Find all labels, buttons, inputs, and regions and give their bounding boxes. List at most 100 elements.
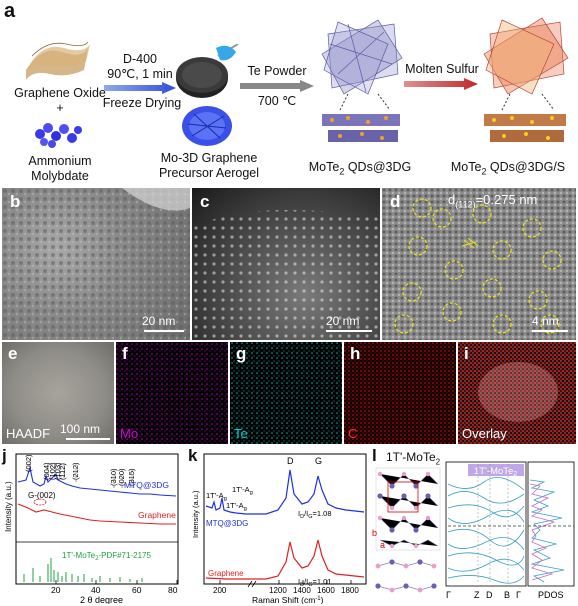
scale-text-b: 20 nm	[142, 314, 176, 328]
te-map-dots	[230, 342, 342, 444]
ammonium-label: Ammonium	[28, 154, 92, 168]
tem-texture-b	[2, 188, 190, 340]
xrd-xlabel: 2 θ degree	[80, 595, 123, 604]
raman-mode-2: 1T'-Ag	[232, 485, 253, 496]
band-structure: 1T'-MoTe2 Γ Z D B Γ PDOS	[445, 461, 575, 600]
xrd-peak-102: (102)	[48, 462, 57, 480]
raman-mtq-legend: MTQ@3DG	[206, 519, 248, 528]
structure-title-text: 1T'-MoTe	[386, 450, 436, 464]
crystal-lattice-top	[379, 473, 439, 547]
step2-te-powder: Te Powder	[247, 64, 307, 78]
xrd-peak-112: (112)	[58, 463, 67, 480]
raman-xtick-1400: 1400	[293, 586, 311, 595]
mo-map-f: f Mo	[116, 342, 228, 444]
kpoint-b: B	[504, 590, 510, 600]
xrd-peak-315: (315)	[127, 468, 136, 486]
xrd-chart: (002) (004) (102) (103) (112) (212) (310…	[4, 453, 179, 604]
xrd-graphene-curve	[17, 503, 176, 525]
panel-label-i: i	[464, 344, 469, 363]
raman-xtick-200: 200	[213, 586, 227, 595]
xrd-reference-sticks	[23, 558, 143, 582]
band-title-box	[468, 464, 524, 476]
step1-temperature-time: 90℃, 1 min	[107, 67, 173, 81]
mo-map-label: Mo	[120, 426, 139, 441]
band-title-text: 1T'-MoTe	[474, 466, 513, 477]
product1-suffix: QDs@3DG	[344, 160, 412, 174]
xrd-peak-103: (103)	[53, 462, 62, 480]
xrd-peak-markers	[29, 460, 133, 490]
motte-qds-3dg-illustration	[321, 19, 403, 142]
product2-subscript: 2	[481, 166, 487, 177]
c-map-label: C	[348, 426, 358, 441]
product1-subscript: 2	[339, 166, 345, 177]
scale-text-d: 4 nm	[532, 314, 559, 328]
raman-peak-g: G	[315, 456, 322, 466]
band-title: 1T'-MoTe2	[474, 466, 517, 478]
panel-label-k: k	[188, 446, 198, 465]
d-spacing-label: d(112)=0.275 nm	[448, 192, 537, 210]
xrd-xtick-80: 80	[168, 585, 178, 595]
haadf-texture-c	[192, 210, 380, 340]
scale-text-e: 100 nm	[60, 422, 101, 436]
kpoint-z: Z	[474, 590, 480, 600]
raman-ratio-mtq-d: D	[300, 514, 304, 520]
te-map-g: g Te	[230, 342, 342, 444]
raman-x-ticks	[219, 580, 352, 584]
d-spacing-value: =0.275 nm	[475, 192, 538, 207]
raman-peak-d: D	[287, 456, 294, 466]
panel-label-f: f	[122, 344, 128, 363]
raman-ratio-mtq-value: =1.08	[313, 509, 332, 518]
xrd-frame	[15, 453, 179, 585]
raman-mode-2-text: 1T'-A	[232, 485, 250, 494]
xrd-reference-subscript: 2	[95, 556, 99, 562]
molybdate-label: Molybdate	[31, 169, 89, 183]
raman-chart: D G 1T'-Ag 1T'-Ag 1T'-Ag ID/IG=1.08 ID/I…	[191, 453, 367, 604]
xrd-g002-marker	[33, 498, 47, 506]
raman-xlabel-text: Raman Shift (cm	[252, 595, 315, 604]
raman-mode-3: 1T'-Ag	[226, 501, 247, 512]
haadf-image-c: c 20 nm	[192, 188, 380, 340]
xrd-reference-formula: 1T'-MoTe	[62, 551, 96, 560]
raman-xtick-1800: 1800	[341, 586, 359, 595]
overlay-map-i: i Overlay	[458, 342, 576, 444]
raman-mode-2-sub: g	[250, 490, 253, 496]
te-map-label: Te	[234, 426, 248, 441]
panel-label-c: c	[200, 192, 210, 211]
xrd-xtick-40: 40	[91, 585, 101, 595]
raman-xlabel: Raman Shift (cm-1)	[252, 595, 324, 604]
aerogel-label-line2: Precursor Aerogel	[158, 166, 260, 180]
raman-frame	[203, 453, 367, 585]
pdos-label: PDOS	[538, 590, 564, 600]
raman-ylabel: Intensity (a.u.)	[191, 490, 200, 538]
product1-formula: MoTe	[308, 160, 340, 174]
product2-label: MoTe2 QDs@3DG/S	[438, 160, 578, 179]
kpoint-dividers	[477, 464, 509, 584]
c-map-dots	[344, 342, 456, 444]
raman-xlabel-sup: -1	[315, 596, 321, 602]
aerogel-label-line1: Mo-3D Graphene	[160, 151, 258, 165]
xrd-mtq-curve	[17, 465, 177, 497]
panel-label-d: d	[390, 192, 401, 211]
step3-molten-sulfur: Molten Sulfur	[405, 62, 479, 76]
xrd-xtick-60: 60	[132, 585, 142, 595]
kpoint-gamma-start: Γ	[446, 590, 451, 600]
raman-ratio-gr-d: D	[300, 582, 304, 588]
raman-mtq-curve	[205, 469, 365, 515]
d-spacing-plane: (112)	[455, 199, 476, 210]
step3-arrow	[404, 78, 478, 90]
xrd-x-ticks	[55, 580, 178, 584]
raman-ratio-mtq-i: I	[298, 509, 300, 518]
xrd-mtq-legend: MTQ@3DG	[124, 480, 169, 490]
panel-label-g: g	[236, 344, 247, 363]
pdos-curves	[529, 479, 565, 583]
structure-title-sub: 2	[435, 457, 441, 467]
tem-image-b: b 20 nm	[2, 188, 190, 340]
raman-xtick-1600: 1600	[317, 586, 335, 595]
step1-arrow	[104, 82, 176, 94]
xrd-ylabel: Intensity (a.u.)	[4, 481, 13, 532]
haadf-map-label: HAADF	[6, 426, 51, 441]
raman-mode-1-text: 1T'-A	[206, 491, 224, 500]
hrtem-image-d: d d(112)=0.275 nm 4 nm	[382, 188, 576, 340]
kpoint-d: D	[486, 590, 493, 600]
graphene-oxide-illustration	[26, 41, 90, 80]
